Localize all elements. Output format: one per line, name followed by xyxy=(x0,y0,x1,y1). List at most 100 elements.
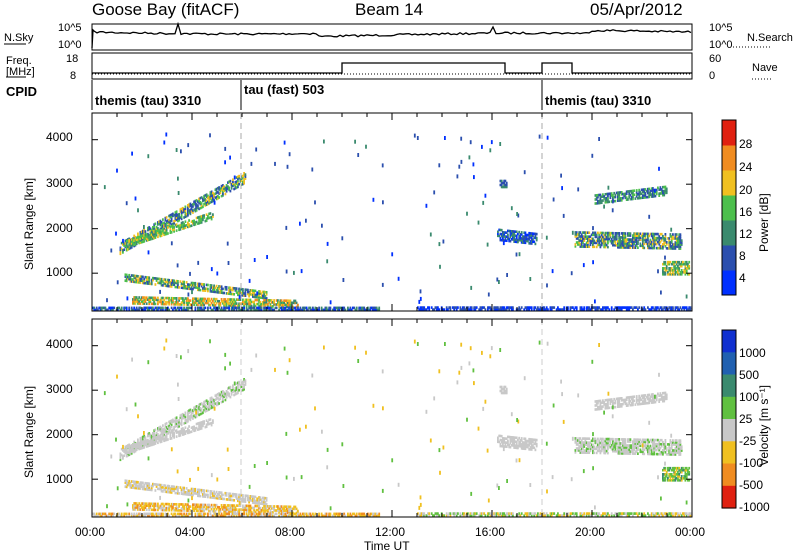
power-cell xyxy=(188,287,190,290)
power-scatter-cell xyxy=(299,221,301,226)
velocity-cell xyxy=(135,480,138,484)
velocity-cell xyxy=(207,421,209,424)
power-cell xyxy=(228,180,230,184)
velocity-cell xyxy=(248,500,250,504)
velocity-cell xyxy=(193,406,195,410)
power-cell xyxy=(208,197,210,201)
velocity-cell xyxy=(580,449,583,452)
power-cell xyxy=(237,175,239,179)
power-cell xyxy=(157,306,159,310)
power-cell xyxy=(362,306,364,310)
velocity-cell xyxy=(195,422,198,426)
velocity-cell xyxy=(198,407,200,411)
velocity-cell xyxy=(175,491,178,495)
power-cell xyxy=(675,262,678,266)
velocity-cell xyxy=(137,485,139,488)
power-cell xyxy=(227,300,229,303)
velocity-cell xyxy=(134,447,137,450)
velocity-cell xyxy=(294,514,297,518)
power-cell xyxy=(153,298,155,302)
power-cell xyxy=(162,227,164,231)
power-cell xyxy=(500,232,503,236)
velocity-cell xyxy=(587,449,589,452)
velocity-cell xyxy=(257,514,259,518)
velocity-cell xyxy=(225,394,228,397)
power-cell xyxy=(209,195,212,198)
power-cell xyxy=(528,233,531,237)
velocity-cell xyxy=(139,445,142,448)
power-cell xyxy=(609,239,612,243)
power-cell xyxy=(169,281,172,284)
power-cell xyxy=(595,245,598,249)
power-cell xyxy=(158,233,160,236)
power-cell xyxy=(285,303,288,306)
power-cell xyxy=(197,282,199,286)
power-cell xyxy=(268,301,270,304)
velocity-cell xyxy=(170,423,173,426)
power-cell xyxy=(159,221,162,225)
power-cell xyxy=(188,223,190,226)
power-cell xyxy=(238,304,240,307)
velocity-cell xyxy=(128,483,131,487)
power-cell xyxy=(224,192,227,196)
power-cell xyxy=(142,281,144,285)
velocity-cell xyxy=(228,492,230,495)
velocity-cell xyxy=(212,492,214,495)
power-cell xyxy=(602,308,604,311)
velocity-cell xyxy=(187,514,189,518)
power-cell xyxy=(627,190,629,193)
power-cell xyxy=(239,287,242,291)
power-cell xyxy=(175,303,178,306)
power-cell xyxy=(658,308,661,311)
power-cell xyxy=(119,252,122,256)
power-cell xyxy=(668,262,671,266)
velocity-cell xyxy=(154,512,157,516)
velocity-cell xyxy=(163,484,165,487)
power-cell xyxy=(132,237,134,241)
velocity-cell xyxy=(162,508,164,512)
velocity-cell xyxy=(288,514,290,518)
power-cell xyxy=(159,228,162,232)
power-cell xyxy=(478,308,481,311)
power-cell xyxy=(217,308,219,312)
power-scatter-cell xyxy=(545,235,548,240)
power-cell xyxy=(673,247,676,250)
velocity-cell xyxy=(199,505,202,509)
power-cell xyxy=(500,181,503,185)
power-cell xyxy=(617,246,619,249)
velocity-cell xyxy=(210,402,213,406)
velocity-cell xyxy=(164,490,167,493)
velocity-cell xyxy=(533,446,536,450)
power-cell xyxy=(605,237,608,241)
power-cell xyxy=(215,290,218,294)
power-scatter-cell xyxy=(603,204,605,209)
velocity-cell xyxy=(320,512,323,516)
power-cell xyxy=(218,192,220,195)
power-cell xyxy=(215,297,218,301)
velocity-cell xyxy=(222,392,224,395)
power-cell xyxy=(257,296,259,299)
velocity-cell xyxy=(132,486,134,489)
velocity-cell xyxy=(582,441,584,444)
velocity-cell xyxy=(149,512,152,516)
power-cell xyxy=(594,241,597,245)
velocity-cell xyxy=(205,507,208,511)
power-cell xyxy=(649,189,652,193)
power-cell xyxy=(194,299,197,302)
velocity-cell xyxy=(528,448,531,451)
power-cell xyxy=(533,240,536,244)
velocity-cell xyxy=(125,479,128,483)
power-cell xyxy=(599,201,602,205)
power-cell xyxy=(224,300,227,303)
power-cell xyxy=(312,306,314,310)
power-cell xyxy=(600,239,603,243)
velocity-cell xyxy=(130,446,133,449)
power-cell xyxy=(530,238,533,241)
velocity-cell xyxy=(582,437,584,440)
velocity-cell xyxy=(228,494,230,497)
power-cell xyxy=(107,308,109,312)
power-cell xyxy=(174,301,177,304)
power-cell xyxy=(599,245,602,249)
velocity-cell xyxy=(267,509,269,512)
power-cell xyxy=(675,306,678,309)
